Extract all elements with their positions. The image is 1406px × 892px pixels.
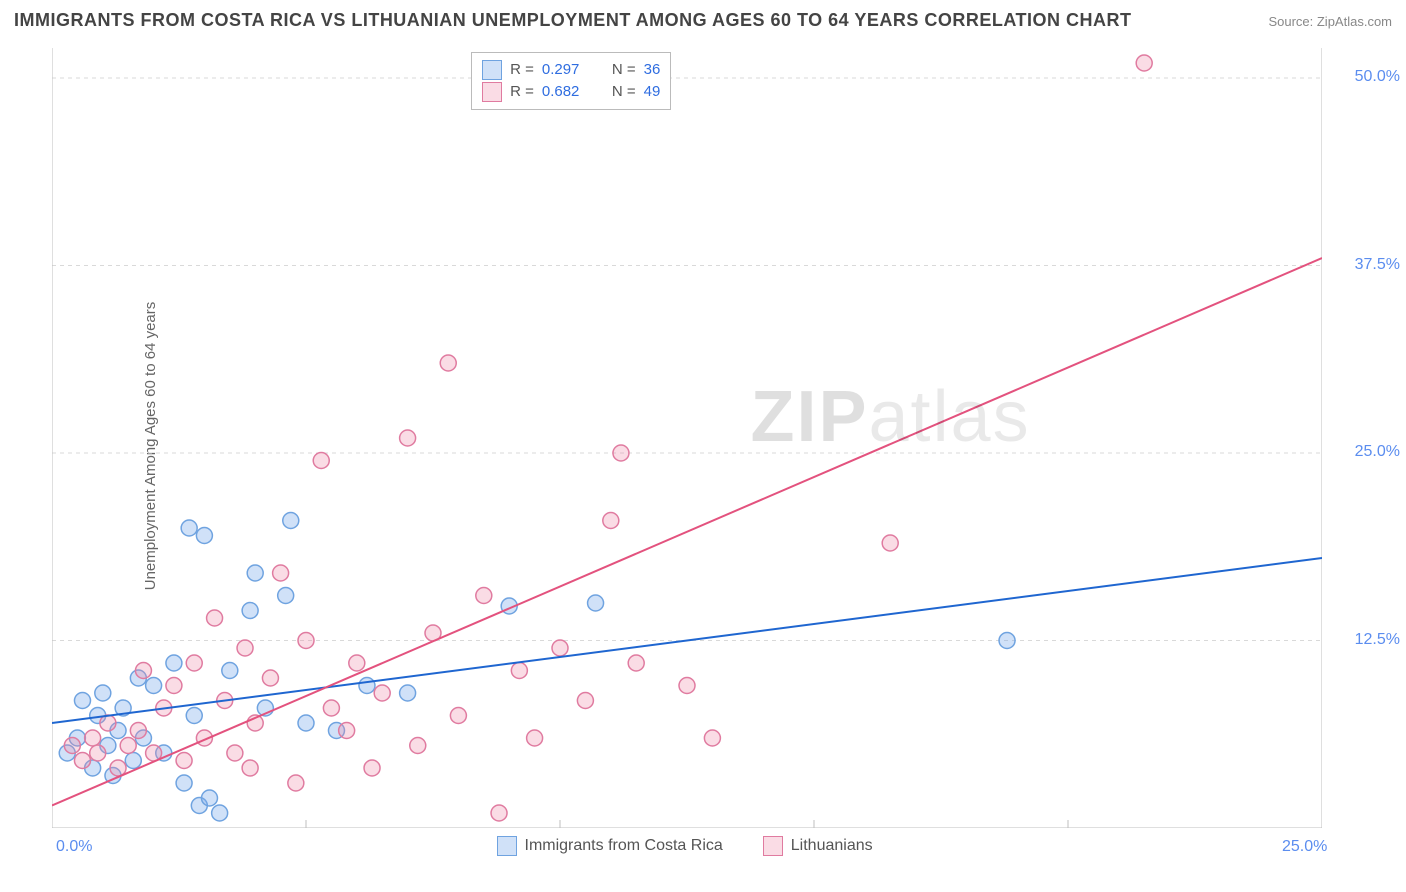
legend-swatch — [497, 836, 517, 856]
data-point — [201, 790, 217, 806]
data-point — [476, 588, 492, 604]
data-point — [64, 738, 80, 754]
data-point — [298, 715, 314, 731]
data-point — [176, 775, 192, 791]
x-tick-label: 0.0% — [56, 838, 92, 856]
data-point — [181, 520, 197, 536]
legend-n-label: N = — [612, 59, 636, 81]
legend-row: R = 0.297 N = 36 — [482, 59, 660, 81]
data-point — [603, 513, 619, 529]
data-point — [577, 693, 593, 709]
data-point — [74, 753, 90, 769]
data-point — [247, 565, 263, 581]
data-point — [628, 655, 644, 671]
y-tick-label: 25.0% — [1330, 443, 1400, 461]
series-legend-item: Immigrants from Costa Rica — [497, 836, 723, 856]
chart-title: IMMIGRANTS FROM COSTA RICA VS LITHUANIAN… — [14, 10, 1132, 31]
data-point — [313, 453, 329, 469]
data-point — [176, 753, 192, 769]
y-tick-label: 12.5% — [1330, 631, 1400, 649]
plot-area: ZIPatlas — [52, 48, 1322, 828]
data-point — [237, 640, 253, 656]
data-point — [1136, 55, 1152, 71]
legend-n-label: N = — [612, 81, 636, 103]
data-point — [166, 678, 182, 694]
data-point — [222, 663, 238, 679]
legend-n-value: 49 — [644, 81, 661, 103]
data-point — [613, 445, 629, 461]
data-point — [125, 753, 141, 769]
data-point — [120, 738, 136, 754]
data-point — [95, 685, 111, 701]
data-point — [364, 760, 380, 776]
data-point — [196, 528, 212, 544]
series-legend-item: Lithuanians — [763, 836, 873, 856]
data-point — [207, 610, 223, 626]
trend-line — [52, 258, 1322, 806]
data-point — [242, 760, 258, 776]
data-point — [146, 678, 162, 694]
x-tick-label: 25.0% — [1282, 838, 1327, 856]
data-point — [262, 670, 278, 686]
legend-swatch — [482, 60, 502, 80]
data-point — [166, 655, 182, 671]
data-point — [242, 603, 258, 619]
legend-row: R = 0.682 N = 49 — [482, 81, 660, 103]
data-point — [527, 730, 543, 746]
y-tick-label: 37.5% — [1330, 256, 1400, 274]
data-point — [704, 730, 720, 746]
legend-r-label: R = — [510, 59, 534, 81]
data-point — [588, 595, 604, 611]
data-point — [85, 730, 101, 746]
data-point — [278, 588, 294, 604]
data-point — [400, 685, 416, 701]
series-legend-label: Immigrants from Costa Rica — [525, 837, 723, 855]
data-point — [400, 430, 416, 446]
series-legend-label: Lithuanians — [791, 837, 873, 855]
data-point — [186, 655, 202, 671]
legend-swatch — [763, 836, 783, 856]
data-point — [679, 678, 695, 694]
data-point — [999, 633, 1015, 649]
chart-container: IMMIGRANTS FROM COSTA RICA VS LITHUANIAN… — [0, 0, 1406, 892]
data-point — [227, 745, 243, 761]
data-point — [359, 678, 375, 694]
scatter-chart-svg — [52, 48, 1322, 828]
series-legend: Immigrants from Costa Rica Lithuanians — [497, 836, 873, 856]
data-point — [74, 693, 90, 709]
data-point — [90, 745, 106, 761]
data-point — [130, 723, 146, 739]
correlation-legend: R = 0.297 N = 36 R = 0.682 N = 49 — [471, 52, 671, 110]
legend-r-value: 0.682 — [542, 81, 594, 103]
legend-n-value: 36 — [644, 59, 661, 81]
y-tick-label: 50.0% — [1330, 68, 1400, 86]
data-point — [273, 565, 289, 581]
data-point — [882, 535, 898, 551]
data-point — [552, 640, 568, 656]
data-point — [186, 708, 202, 724]
data-point — [374, 685, 390, 701]
data-point — [349, 655, 365, 671]
data-point — [511, 663, 527, 679]
legend-swatch — [482, 82, 502, 102]
data-point — [283, 513, 299, 529]
data-point — [212, 805, 228, 821]
data-point — [135, 663, 151, 679]
data-point — [288, 775, 304, 791]
data-point — [440, 355, 456, 371]
data-point — [450, 708, 466, 724]
data-point — [491, 805, 507, 821]
data-point — [410, 738, 426, 754]
data-point — [323, 700, 339, 716]
source-attribution: Source: ZipAtlas.com — [1268, 14, 1392, 29]
legend-r-value: 0.297 — [542, 59, 594, 81]
legend-r-label: R = — [510, 81, 534, 103]
data-point — [298, 633, 314, 649]
data-point — [339, 723, 355, 739]
